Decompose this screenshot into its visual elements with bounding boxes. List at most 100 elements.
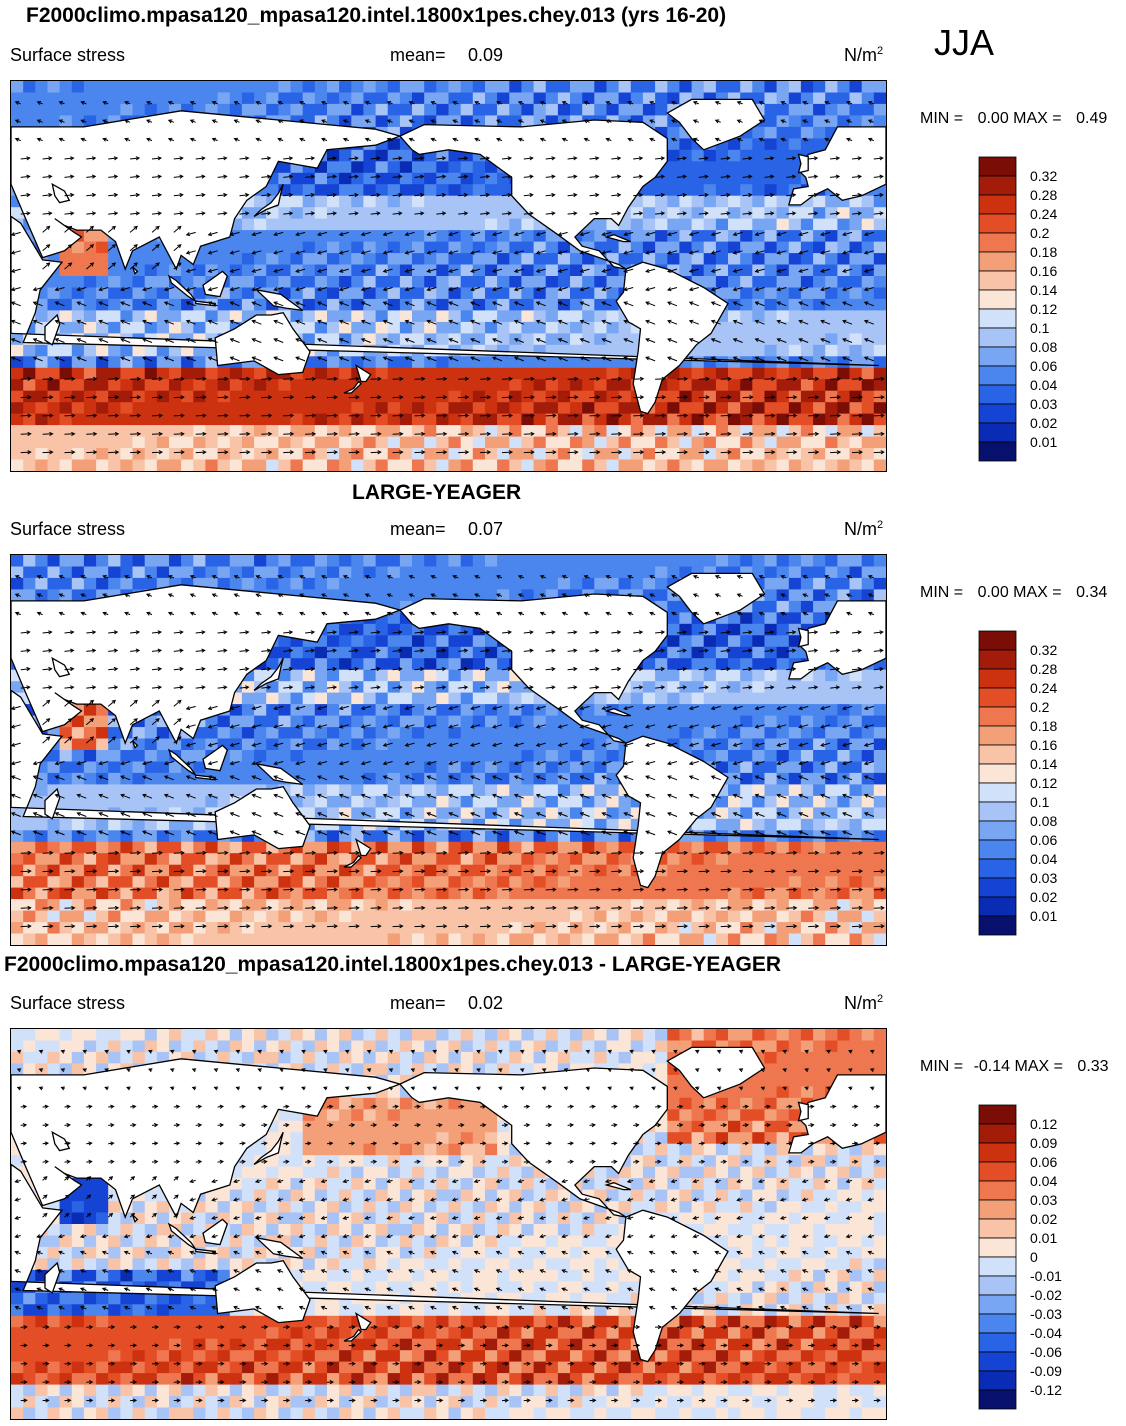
field-cell (108, 298, 121, 311)
field-cell (752, 161, 766, 174)
field-cell (254, 241, 267, 254)
wind-arrow (842, 287, 853, 291)
field-cell (241, 298, 255, 311)
field-cell (47, 298, 61, 311)
wind-arrowhead (49, 413, 54, 418)
field-cell (825, 287, 838, 300)
wind-arrow (414, 212, 424, 215)
field-cell (71, 555, 85, 568)
field-cell (533, 230, 547, 243)
field-cell (485, 448, 498, 461)
field-cell (83, 103, 97, 116)
field-cell (363, 264, 377, 277)
field-cell (497, 103, 510, 116)
field-cell (266, 459, 279, 471)
field-cell (557, 81, 571, 94)
wind-arrow (764, 451, 775, 454)
field-cell (776, 92, 790, 105)
wind-arrowhead (776, 356, 781, 361)
field-cell (485, 669, 498, 682)
field-cell (728, 241, 741, 254)
wind-arrow (580, 287, 590, 291)
field-cell (800, 126, 814, 139)
wind-arrowhead (820, 250, 825, 255)
field-cell (96, 448, 109, 461)
wind-arrow (536, 287, 546, 291)
field-cell (229, 566, 243, 579)
field-cell (339, 402, 352, 415)
field-cell (606, 321, 620, 334)
field-cell (290, 669, 304, 682)
field-cell (728, 379, 741, 392)
wind-arrow (130, 433, 141, 435)
wind-arrowhead (705, 395, 710, 400)
field-cell (655, 459, 668, 471)
wind-arrowhead (376, 174, 381, 179)
field-cell (254, 81, 267, 94)
field-cell (375, 161, 389, 174)
field-cell (715, 413, 729, 426)
field-cell (813, 402, 826, 415)
field-cell (630, 577, 644, 590)
wind-arrowhead (441, 174, 447, 179)
coastline (254, 288, 304, 312)
field-cell (169, 298, 182, 311)
field-cell (448, 402, 462, 415)
wind-arrow (86, 212, 96, 215)
wind-arrowhead (26, 211, 31, 216)
wind-arrowhead (842, 356, 847, 361)
field-cell (387, 612, 401, 625)
field-cell (83, 459, 97, 471)
wind-arrow (42, 175, 52, 178)
wind-arrow (777, 250, 787, 254)
field-cell (23, 436, 36, 449)
field-cell (314, 184, 328, 197)
wind-arrowhead (561, 101, 567, 105)
wind-arrow (470, 301, 481, 307)
field-cell (485, 253, 498, 266)
field-cell (740, 390, 753, 403)
wind-arrow (470, 231, 481, 236)
field-cell (582, 333, 595, 346)
colorbar-swatch (978, 175, 1017, 196)
field-cell (375, 218, 389, 231)
field-cell (387, 402, 401, 415)
colorbar-swatch (978, 308, 1017, 329)
wind-arrow (217, 194, 227, 197)
field-cell (472, 195, 486, 208)
field-cell (630, 241, 644, 254)
field-cell (545, 298, 559, 311)
field-cell (800, 367, 814, 380)
field-cell (254, 230, 267, 243)
field-cell (582, 459, 595, 471)
wind-arrowhead (448, 301, 453, 306)
wind-arrow (711, 287, 721, 291)
wind-arrowhead (167, 101, 173, 105)
wind-arrowhead (485, 156, 491, 161)
wind-arrowhead (776, 287, 781, 292)
field-cell (533, 253, 547, 266)
wind-arrowhead (813, 174, 819, 179)
field-cell (314, 669, 328, 682)
wind-arrow (786, 433, 797, 435)
wind-arrow (633, 414, 644, 417)
field-cell (132, 459, 146, 471)
wind-arrowhead (89, 244, 95, 249)
wind-arrow (99, 301, 109, 307)
wind-arrowhead (496, 137, 501, 142)
wind-arrowhead (551, 192, 556, 198)
field-cell (327, 356, 340, 369)
field-cell (472, 241, 486, 254)
wind-arrow (842, 250, 853, 254)
field-cell (71, 253, 85, 266)
wind-arrow (186, 250, 196, 254)
wind-arrow (186, 268, 196, 273)
wind-arrow (151, 212, 162, 215)
field-cell (813, 379, 826, 392)
field-cell (375, 425, 389, 438)
wind-arrowhead (601, 356, 606, 361)
field-cell (776, 195, 790, 208)
field-cell (144, 555, 158, 568)
wind-arrowhead (354, 192, 359, 198)
wind-arrowhead (251, 356, 256, 361)
